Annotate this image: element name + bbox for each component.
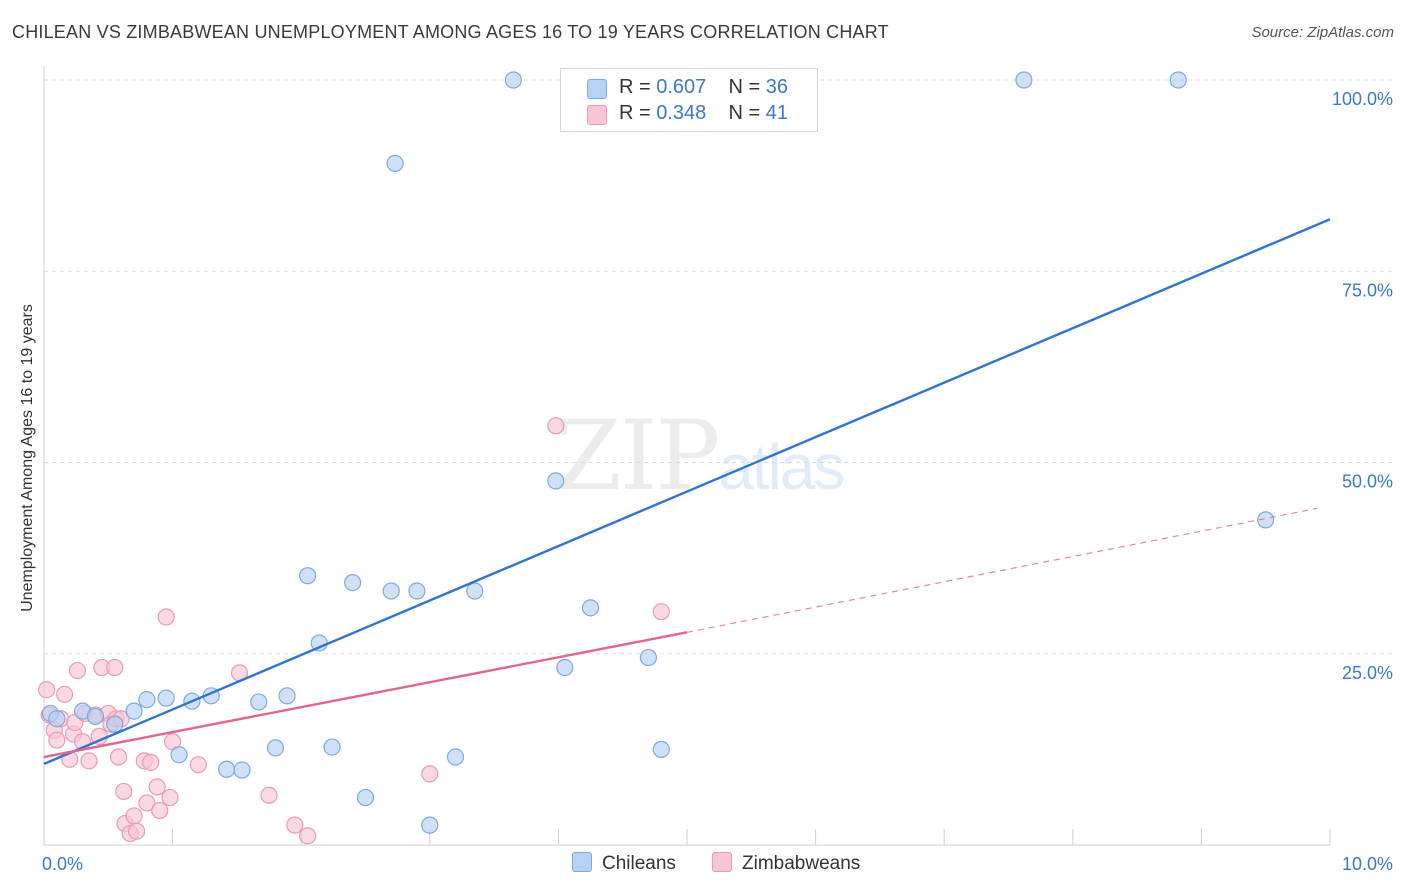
chilean-point bbox=[170, 746, 188, 764]
chilean-point bbox=[250, 693, 268, 711]
chileans-legend-label: Chileans bbox=[602, 853, 676, 874]
zimbabwean-point bbox=[157, 608, 175, 626]
chilean-point bbox=[581, 599, 600, 617]
zimbabweans-swatch bbox=[712, 852, 732, 872]
zimbabweans-trend-extension bbox=[686, 507, 1318, 633]
chilean-point bbox=[421, 816, 439, 834]
chilean-point bbox=[556, 658, 574, 677]
bottom-legend-zimbabweans[interactable]: Zimbabweans bbox=[712, 852, 860, 875]
tick-label-layer: 25.0% 50.0% 75.0% 100.0% 0.0% 10.0% bbox=[42, 89, 1393, 874]
chilean-point bbox=[218, 760, 236, 778]
zimbabwean-point bbox=[286, 816, 304, 834]
zimbabwean-point bbox=[652, 603, 670, 621]
legend-r-label: R = bbox=[619, 102, 651, 124]
zimbabweans-swatch bbox=[587, 105, 607, 125]
zimbabwean-point bbox=[68, 661, 87, 680]
y-tick-label: 25.0% bbox=[1342, 663, 1393, 683]
chart-title: CHILEAN VS ZIMBABWEAN UNEMPLOYMENT AMONG… bbox=[12, 22, 889, 42]
zimbabwean-point bbox=[48, 731, 66, 749]
chilean-point bbox=[299, 567, 317, 585]
legend-r-value: 0.348 bbox=[656, 102, 707, 124]
chilean-point bbox=[1169, 71, 1187, 89]
zimbabwean-point bbox=[299, 827, 317, 845]
zimbabwean-point bbox=[55, 685, 74, 703]
chilean-point bbox=[138, 691, 156, 709]
legend-r-value: 0.607 bbox=[656, 76, 707, 98]
chilean-point bbox=[446, 748, 465, 766]
zimbabwean-point bbox=[125, 807, 143, 825]
chilean-point bbox=[386, 154, 404, 172]
zimbabwean-point bbox=[37, 681, 56, 699]
source-label: Source: ZipAtlas.com bbox=[1251, 24, 1394, 41]
legend-n-value: 41 bbox=[765, 102, 789, 124]
zimbabwean-point bbox=[161, 788, 179, 807]
chilean-point bbox=[344, 574, 362, 592]
zimbabweans-trend-line bbox=[43, 631, 688, 759]
chilean-point bbox=[266, 739, 285, 757]
zimbabweans-legend-label: Zimbabweans bbox=[742, 853, 861, 874]
legend-r-label: R = bbox=[619, 76, 651, 98]
zimbabwean-point bbox=[260, 786, 278, 804]
legend-n-label: N = bbox=[728, 102, 761, 124]
chilean-point bbox=[233, 761, 251, 779]
grid-layer bbox=[44, 79, 1392, 655]
chileans-trend-line bbox=[43, 218, 1331, 766]
zimbabwean-point bbox=[80, 752, 98, 770]
watermark: ZIPatlas bbox=[555, 400, 845, 512]
zimbabwean-point bbox=[109, 748, 128, 766]
chilean-point bbox=[278, 687, 296, 705]
chilean-point bbox=[356, 788, 375, 807]
chilean-point bbox=[1257, 511, 1275, 529]
trend-layer bbox=[43, 218, 1331, 766]
chilean-point bbox=[1015, 71, 1033, 89]
chilean-point bbox=[125, 702, 143, 720]
zimbabwean-point bbox=[547, 417, 565, 435]
x-tick-label: 0.0% bbox=[42, 854, 83, 874]
chilean-point bbox=[106, 715, 124, 733]
zimbabwean-point bbox=[142, 753, 160, 771]
x-tick-label: 10.0% bbox=[1342, 854, 1393, 874]
chilean-point bbox=[408, 582, 426, 600]
zimbabwean-point bbox=[138, 794, 156, 812]
chilean-point bbox=[652, 740, 670, 758]
y-tick-label: 50.0% bbox=[1342, 472, 1393, 492]
chilean-point bbox=[86, 707, 105, 726]
zimbabwean-point bbox=[127, 822, 146, 840]
chileans-swatch bbox=[572, 852, 592, 872]
chilean-point bbox=[323, 738, 341, 756]
zimbabwean-point bbox=[189, 756, 207, 774]
chilean-point bbox=[48, 710, 66, 728]
legend-n-label: N = bbox=[728, 76, 761, 98]
chilean-point bbox=[504, 71, 522, 89]
axis-layer bbox=[43, 66, 1331, 846]
y-tick-label: 75.0% bbox=[1342, 280, 1393, 300]
zimbabwean-point bbox=[151, 801, 169, 820]
chilean-point bbox=[547, 472, 565, 490]
chilean-point bbox=[466, 582, 484, 600]
zimbabwean-point bbox=[106, 658, 124, 677]
zimbabwean-point bbox=[115, 782, 133, 801]
chileans-swatch bbox=[587, 79, 607, 99]
bottom-legend-chileans[interactable]: Chileans bbox=[572, 852, 676, 875]
stats-legend: R = 0.607 N = 36 R = 0.348 N = 41 bbox=[560, 68, 818, 132]
legend-n-value: 36 bbox=[765, 76, 789, 98]
points-layer bbox=[37, 71, 1275, 845]
chilean-point bbox=[157, 689, 175, 707]
y-tick-label: 100.0% bbox=[1332, 89, 1393, 109]
chilean-point bbox=[639, 648, 658, 667]
zimbabwean-point bbox=[421, 765, 439, 783]
zimbabwean-point bbox=[148, 778, 166, 796]
chilean-point bbox=[382, 582, 400, 600]
